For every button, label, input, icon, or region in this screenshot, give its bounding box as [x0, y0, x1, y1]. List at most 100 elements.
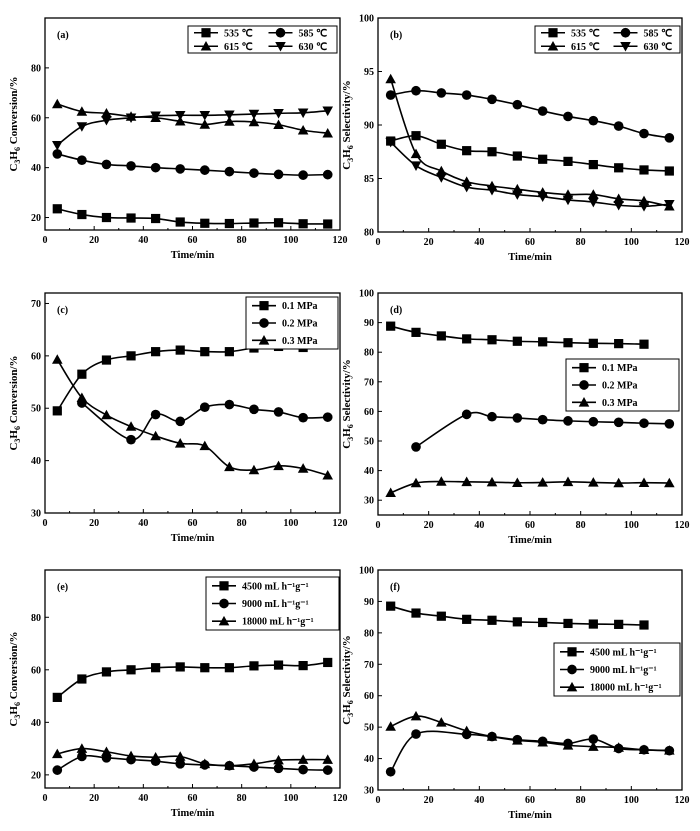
- legend-marker: [547, 40, 559, 51]
- data-point: [512, 99, 523, 110]
- data-point: [175, 416, 186, 427]
- y-tick-label: 100: [359, 566, 374, 577]
- legend-item: 4500 mL h⁻¹g⁻¹: [560, 647, 657, 658]
- data-point: [175, 164, 186, 174]
- legend-label: 0.1 MPa: [602, 363, 638, 374]
- data-point: [298, 412, 308, 423]
- x-tick-label: 40: [138, 518, 148, 529]
- legend: 535 ℃ 585 ℃ 615 ℃ 630 ℃: [187, 25, 338, 54]
- data-point: [588, 159, 598, 170]
- data-point: [436, 139, 446, 149]
- data-point: [199, 111, 211, 121]
- y-tick-label: 50: [31, 404, 41, 415]
- data-point: [76, 392, 88, 402]
- legend-label: 535 ℃: [571, 28, 600, 39]
- data-point: [461, 90, 472, 100]
- series-line: [56, 754, 328, 771]
- data-point: [537, 106, 548, 116]
- series-line: [56, 661, 328, 699]
- series-line: [389, 78, 670, 208]
- series-line: [415, 411, 670, 448]
- data-point: [224, 166, 235, 177]
- data-point: [52, 204, 62, 214]
- x-tick-label: 100: [624, 795, 639, 806]
- legend-label: 615 ℃: [571, 42, 600, 53]
- y-tick-label: 20: [31, 213, 41, 224]
- data-point: [200, 347, 210, 357]
- data-point: [298, 219, 308, 229]
- y-tick-label: 70: [31, 299, 41, 310]
- x-tick-label: 0: [43, 793, 48, 804]
- series-line: [56, 109, 328, 146]
- data-point: [77, 155, 87, 165]
- series-3: [385, 476, 675, 498]
- x-tick-label: 20: [89, 518, 99, 529]
- x-tick-label: 120: [333, 235, 348, 246]
- data-point: [273, 407, 284, 417]
- data-point: [588, 115, 599, 126]
- panel-label: (a): [57, 30, 69, 41]
- panel-label: (e): [57, 582, 68, 593]
- series-2: [411, 409, 675, 452]
- x-tick-label: 20: [89, 793, 99, 804]
- data-point: [588, 619, 598, 629]
- x-tick-label: 100: [624, 520, 639, 531]
- data-point: [462, 614, 472, 624]
- data-point: [664, 199, 675, 210]
- data-point: [385, 137, 396, 148]
- data-point: [248, 758, 260, 769]
- data-point: [174, 115, 186, 126]
- data-point: [411, 327, 421, 337]
- legend-marker: [567, 647, 577, 657]
- data-point: [411, 729, 421, 739]
- legend-label: 18000 mL h⁻¹g⁻¹: [590, 683, 662, 694]
- y-tick-label: 100: [359, 14, 374, 25]
- legend-item: 615 ℃: [194, 40, 253, 53]
- series-line: [390, 134, 670, 172]
- x-tick-label: 80: [237, 793, 247, 804]
- data-point: [664, 133, 675, 143]
- legend-item: 630 ℃: [613, 42, 672, 53]
- data-point: [512, 190, 523, 200]
- y-tick-label: 85: [364, 174, 374, 185]
- y-tick-label: 95: [364, 67, 374, 78]
- x-tick-label: 120: [333, 793, 348, 804]
- chart-panel-2: 0 20 40 60 80 100 120 80 85 90 95 100 (b) Time/min C3H…: [341, 14, 690, 264]
- legend-label: 0.2 MPa: [602, 381, 638, 392]
- panel-label: (f): [390, 582, 400, 593]
- data-point: [588, 741, 599, 751]
- x-tick-label: 80: [576, 520, 586, 531]
- data-point: [411, 608, 421, 618]
- legend-marker: [200, 40, 212, 51]
- data-point: [588, 338, 598, 348]
- data-point: [248, 109, 260, 120]
- data-point: [614, 339, 624, 349]
- data-point: [52, 765, 63, 775]
- data-point: [248, 116, 260, 127]
- x-tick-label: 20: [424, 237, 434, 248]
- data-point: [537, 736, 548, 747]
- data-point: [101, 212, 112, 223]
- x-tick-label: 100: [624, 237, 639, 248]
- y-tick-label: 60: [31, 665, 41, 676]
- data-point: [297, 754, 309, 764]
- data-point: [126, 213, 136, 223]
- data-point: [588, 477, 599, 487]
- y-axis-label: C3H6 Conversion/%: [8, 76, 22, 171]
- data-point: [638, 202, 650, 212]
- x-tick-label: 20: [424, 520, 434, 531]
- data-point: [174, 751, 186, 761]
- y-tick-label: 50: [364, 437, 374, 448]
- data-point: [385, 73, 396, 84]
- x-tick-label: 40: [474, 237, 484, 248]
- y-tick-label: 30: [364, 786, 374, 797]
- legend-label: 4500 mL h⁻¹g⁻¹: [590, 647, 657, 658]
- data-point: [224, 218, 234, 229]
- legend-item: 0.2 MPa: [252, 318, 318, 330]
- x-tick-label: 20: [89, 235, 99, 246]
- x-tick-label: 100: [283, 793, 298, 804]
- data-point: [436, 173, 447, 183]
- legend-label: 0.1 MPa: [282, 301, 318, 312]
- legend-marker: [548, 28, 558, 38]
- y-tick-label: 80: [364, 228, 374, 239]
